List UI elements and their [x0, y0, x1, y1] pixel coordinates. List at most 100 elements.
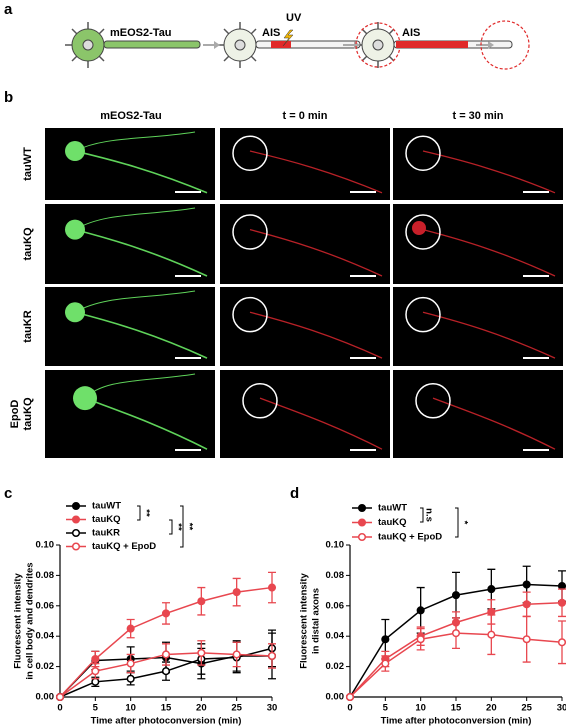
y-tick-label: 0.00 [36, 692, 55, 703]
soma [65, 302, 85, 323]
micrograph [220, 370, 390, 458]
data-point [557, 598, 566, 607]
row-label: tauKQ [22, 397, 34, 430]
data-point [522, 580, 531, 589]
legend-label: tauWT [92, 501, 121, 512]
schematic-label: AIS [262, 27, 280, 39]
x-tick-label: 0 [57, 703, 62, 714]
soma [65, 219, 85, 240]
legend-label: tauKQ [92, 514, 121, 525]
data-point [91, 677, 100, 686]
data-point [126, 674, 135, 683]
micrograph [393, 287, 563, 366]
x-tick-label: 5 [383, 703, 389, 714]
x-axis-label: Time after photoconversion (min) [91, 716, 242, 727]
legend-label: tauWT [378, 503, 407, 514]
x-tick-label: 0 [347, 703, 352, 714]
neurite [74, 290, 196, 313]
micrograph [220, 204, 390, 284]
significance-bracket [137, 505, 141, 521]
soma [65, 141, 85, 162]
data-point [487, 585, 496, 594]
data-point [487, 630, 496, 639]
legend-marker [71, 542, 81, 551]
schematic-label: mEOS2-Tau [110, 27, 172, 39]
schematic-label: UV [286, 12, 302, 24]
schematic: mEOS2-Tau AIS UV AIS [65, 12, 530, 70]
y-tick-label: 0.10 [36, 540, 55, 551]
y-tick-label: 0.08 [36, 570, 55, 581]
data-point [232, 588, 241, 597]
data-point [232, 650, 241, 659]
significance-label: n.s [423, 508, 434, 522]
significance-label: ** [183, 523, 194, 531]
roi-circle [405, 135, 441, 171]
y-axis-label: in distal axons [311, 588, 322, 654]
data-point [197, 648, 206, 657]
y-tick-label: 0.04 [326, 631, 345, 642]
data-point [487, 607, 496, 616]
data-point [416, 635, 425, 644]
significance-label: ** [140, 509, 151, 517]
neurite [432, 397, 556, 450]
roi-circle [232, 296, 268, 333]
row-label: tauWT [22, 147, 34, 181]
neurite [249, 311, 383, 359]
x-tick-label: 25 [231, 703, 242, 714]
significance-bracket [169, 519, 173, 535]
significance-bracket [420, 507, 424, 523]
micrograph [393, 204, 563, 284]
column-header: t = 0 min [283, 110, 328, 122]
y-tick-label: 0.02 [326, 661, 345, 672]
data-point [416, 606, 425, 615]
row-label: EpoD [9, 400, 21, 429]
neurite [422, 311, 556, 359]
y-tick-label: 0.06 [36, 600, 55, 611]
data-point [381, 659, 390, 668]
data-point [557, 581, 566, 591]
micrograph [45, 370, 215, 458]
neurite [74, 131, 196, 152]
legend-marker [71, 515, 81, 524]
neurite [74, 311, 208, 359]
legend-label: tauKR [92, 528, 120, 539]
data-point [126, 624, 135, 633]
legend-marker [357, 503, 367, 513]
data-point [345, 692, 355, 702]
x-tick-label: 20 [196, 703, 207, 714]
data-point [267, 651, 277, 661]
legend-label: tauKQ [378, 517, 407, 528]
y-tick-label: 0.10 [326, 540, 345, 551]
y-axis-label: in cell body and dendrites [25, 562, 36, 679]
column-header: t = 30 min [452, 110, 503, 122]
data-point [522, 600, 531, 609]
roi-circle [405, 296, 441, 333]
x-tick-label: 20 [486, 703, 497, 714]
data-point [126, 659, 135, 668]
y-tick-label: 0.02 [36, 661, 55, 672]
data-point [91, 654, 100, 664]
micrograph [393, 370, 563, 458]
legend-marker [357, 532, 367, 542]
data-point [55, 692, 65, 702]
soma [73, 386, 97, 411]
data-point [161, 667, 171, 676]
micrograph [393, 128, 563, 200]
legend-marker [71, 528, 81, 538]
neurite [249, 150, 383, 194]
legend-marker [357, 518, 367, 527]
roi-circle [415, 383, 451, 419]
roi-circle [242, 383, 278, 419]
row-label: tauKQ [22, 227, 34, 260]
x-axis-label: Time after photoconversion (min) [381, 716, 532, 727]
data-point [91, 667, 100, 676]
y-tick-label: 0.00 [326, 692, 345, 703]
data-point [161, 650, 171, 659]
neurite [422, 150, 556, 194]
micrograph [220, 287, 390, 366]
panel-label: d [290, 485, 299, 502]
data-point [267, 583, 277, 592]
panel-label: b [4, 89, 13, 106]
data-point [197, 597, 206, 606]
